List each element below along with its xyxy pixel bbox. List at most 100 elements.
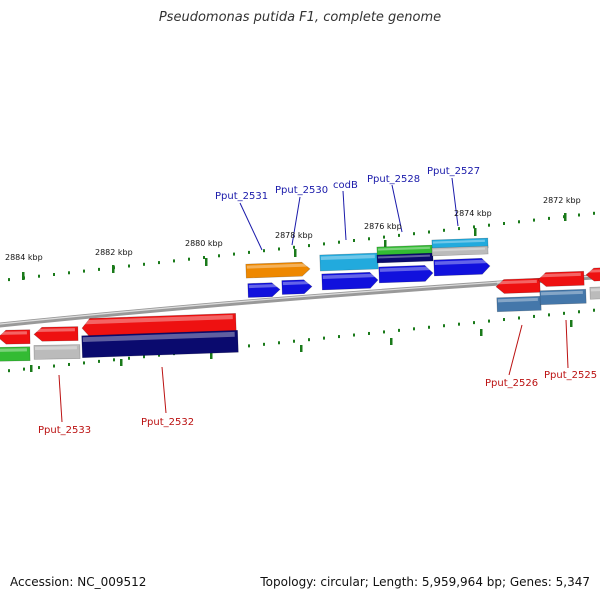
upper-tick-dot	[203, 255, 205, 259]
lower-tick-dot	[533, 314, 535, 318]
feature-pput2530	[281, 279, 313, 295]
accession-text: Accession: NC_009512	[10, 575, 147, 589]
upper-tick-dot	[68, 271, 70, 275]
lower-tick-dot	[53, 364, 55, 368]
lower-tick-dot	[368, 331, 370, 335]
lower-tick-dot	[158, 353, 160, 357]
lower-tick-dot	[338, 335, 340, 339]
upper-tick-dot	[338, 240, 340, 244]
upper-tick-dot	[278, 247, 280, 251]
lower-tick-dot	[8, 369, 10, 373]
upper-tick-dot	[218, 254, 220, 258]
lower-tick-dot	[413, 327, 415, 331]
gene-label-pput2532: Pput_2532	[141, 417, 194, 428]
lower-tick-dot	[353, 333, 355, 337]
leader-pput2526	[508, 324, 523, 376]
gene-features	[0, 237, 600, 362]
major-tick	[474, 228, 477, 236]
leader-pput2531	[239, 202, 263, 251]
feature-grey-2	[33, 344, 81, 360]
upper-tick-dot	[158, 261, 160, 265]
feature-orange-1	[245, 261, 311, 279]
major-ticks	[22, 213, 573, 372]
upper-tick-dot	[143, 262, 145, 266]
upper-tick-dot	[248, 250, 250, 254]
lower-tick-dot	[38, 366, 40, 370]
major-tick-lower	[120, 359, 123, 366]
lower-tick-dot	[248, 344, 250, 348]
lower-tick-dot	[83, 361, 85, 365]
upper-tick-dot	[458, 227, 460, 231]
upper-tick-dot	[548, 216, 550, 220]
major-tick	[294, 249, 297, 257]
feature-red-1	[0, 329, 31, 345]
leader-codb	[342, 190, 347, 241]
leader-lines	[58, 177, 569, 423]
upper-tick-dot	[443, 228, 445, 232]
lower-tick-dot	[293, 339, 295, 343]
upper-tick-dot	[383, 235, 385, 239]
upper-tick-dot	[578, 213, 580, 217]
tick-labels: 2884 kbp 2882 kbp 2880 kbp 2878 kbp 2876…	[5, 196, 581, 262]
feature-pput2528	[378, 265, 434, 284]
upper-tick-dot	[263, 249, 265, 253]
upper-tick-dot	[8, 278, 10, 282]
feature-red-4	[537, 270, 585, 287]
leader-pput2528	[391, 184, 403, 233]
major-tick-lower	[480, 329, 483, 336]
tick-label-2880: 2880 kbp	[185, 239, 223, 248]
leader-pput2530	[291, 196, 301, 246]
feature-pput2526	[496, 295, 542, 313]
lower-tick-dot	[458, 322, 460, 326]
feature-pput2532	[81, 329, 239, 359]
feature-pput2533	[33, 326, 79, 342]
feature-pput2531	[247, 282, 281, 298]
upper-tick-dot	[518, 220, 520, 224]
gene-label-pput2527: Pput_2527	[427, 166, 480, 177]
lower-tick-dot	[488, 319, 490, 323]
upper-tick-dot	[413, 232, 415, 236]
major-tick	[112, 265, 115, 273]
lower-tick-dot	[68, 362, 70, 366]
gene-label-pput2533: Pput_2533	[38, 425, 91, 436]
major-tick	[384, 240, 387, 248]
gene-label-pput2530: Pput_2530	[275, 185, 328, 196]
tick-label-2874: 2874 kbp	[454, 209, 492, 218]
feature-green-2	[0, 346, 31, 362]
feature-codb	[321, 272, 379, 291]
upper-tick-dot	[533, 218, 535, 222]
major-tick	[205, 258, 208, 266]
lower-tick-dot	[428, 325, 430, 329]
lower-tick-dot	[518, 316, 520, 320]
leader-pput2533	[58, 374, 63, 423]
upper-tick-dot	[233, 252, 235, 256]
leader-pput2527	[451, 177, 459, 227]
major-tick-lower	[390, 338, 393, 345]
leader-pput2525	[565, 319, 569, 369]
upper-tick-dot	[593, 211, 595, 215]
feature-pput2525	[539, 288, 587, 306]
map-title: Pseudomonas putida F1, complete genome	[158, 10, 442, 25]
minor-tick-dots	[8, 211, 595, 373]
upper-tick-dot	[38, 274, 40, 278]
upper-tick-dot	[488, 223, 490, 227]
upper-tick-dot	[323, 242, 325, 246]
lower-tick-dot	[263, 342, 265, 346]
upper-tick-dot	[473, 225, 475, 229]
tick-label-2884: 2884 kbp	[5, 253, 43, 262]
lower-tick-dot	[98, 359, 100, 363]
lower-tick-dot	[278, 341, 280, 345]
upper-tick-dot	[98, 267, 100, 271]
major-tick-lower	[210, 352, 213, 359]
feature-grey-1	[431, 245, 489, 257]
upper-tick-dot	[188, 257, 190, 261]
feature-grey-3	[589, 286, 600, 300]
major-tick-lower	[30, 365, 33, 372]
lower-tick-dot	[503, 318, 505, 322]
gene-labels: Pput_2531 Pput_2530 codB Pput_2528 Pput_…	[38, 166, 597, 436]
lower-tick-dot	[398, 328, 400, 332]
gene-label-pput2526: Pput_2526	[485, 378, 538, 389]
leader-pput2532	[161, 366, 167, 414]
feature-red-3	[495, 277, 541, 294]
tick-label-2882: 2882 kbp	[95, 248, 133, 257]
